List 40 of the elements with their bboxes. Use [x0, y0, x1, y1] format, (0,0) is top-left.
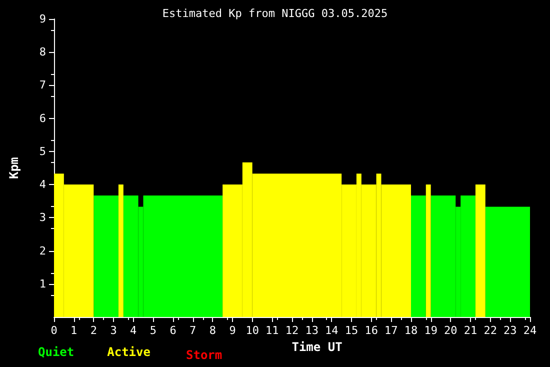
- x-tick-label: 24: [523, 324, 537, 337]
- x-tick-label: 1: [70, 324, 78, 337]
- x-tick-label: 10: [246, 324, 259, 337]
- x-tick-label: 8: [209, 324, 216, 337]
- y-axis-title: Kpm: [7, 157, 21, 179]
- x-tick-label: 5: [150, 324, 156, 337]
- x-tick-label: 19: [424, 324, 438, 337]
- text: Active: [107, 345, 150, 359]
- y-tick-label: 2: [39, 244, 46, 258]
- x-tick-label: 14: [325, 324, 339, 337]
- y-tick-label: 1: [39, 277, 46, 290]
- y-tick-label: 3: [39, 211, 46, 224]
- x-tick-label: 18: [404, 324, 418, 337]
- text: Quiet: [38, 345, 74, 359]
- x-tick-label: 16: [364, 324, 378, 337]
- x-tick-label: 0: [50, 324, 58, 337]
- y-tick-label: 9: [39, 12, 46, 26]
- x-tick-label: 23: [504, 324, 517, 337]
- x-axis-title: Time UT: [292, 340, 342, 354]
- x-tick-label: 22: [484, 324, 497, 337]
- x-tick-label: 6: [170, 324, 176, 337]
- x-tick-label: 13: [305, 324, 318, 337]
- y-tick-label: 8: [39, 46, 46, 59]
- x-tick-label: 3: [110, 324, 117, 337]
- chart-title: Estimated Kp from NIGGG 03.05.2025: [162, 7, 388, 20]
- y-tick-label: 7: [39, 78, 46, 92]
- x-tick-label: 11: [266, 324, 279, 337]
- x-tick-label: 7: [190, 324, 196, 337]
- x-tick-label: 15: [344, 324, 358, 337]
- x-tick-label: 9: [229, 324, 236, 337]
- x-tick-label: 20: [444, 324, 458, 337]
- y-tick-label: 6: [39, 112, 46, 125]
- x-tick-label: 17: [384, 324, 398, 337]
- x-tick-label: 12: [285, 324, 299, 337]
- x-tick-label: 4: [130, 324, 138, 337]
- y-tick-label: 4: [39, 178, 46, 192]
- text: Storm: [186, 348, 222, 362]
- y-tick-label: 5: [39, 144, 46, 158]
- x-tick-label: 21: [464, 324, 478, 337]
- x-tick-label: 2: [90, 324, 97, 337]
